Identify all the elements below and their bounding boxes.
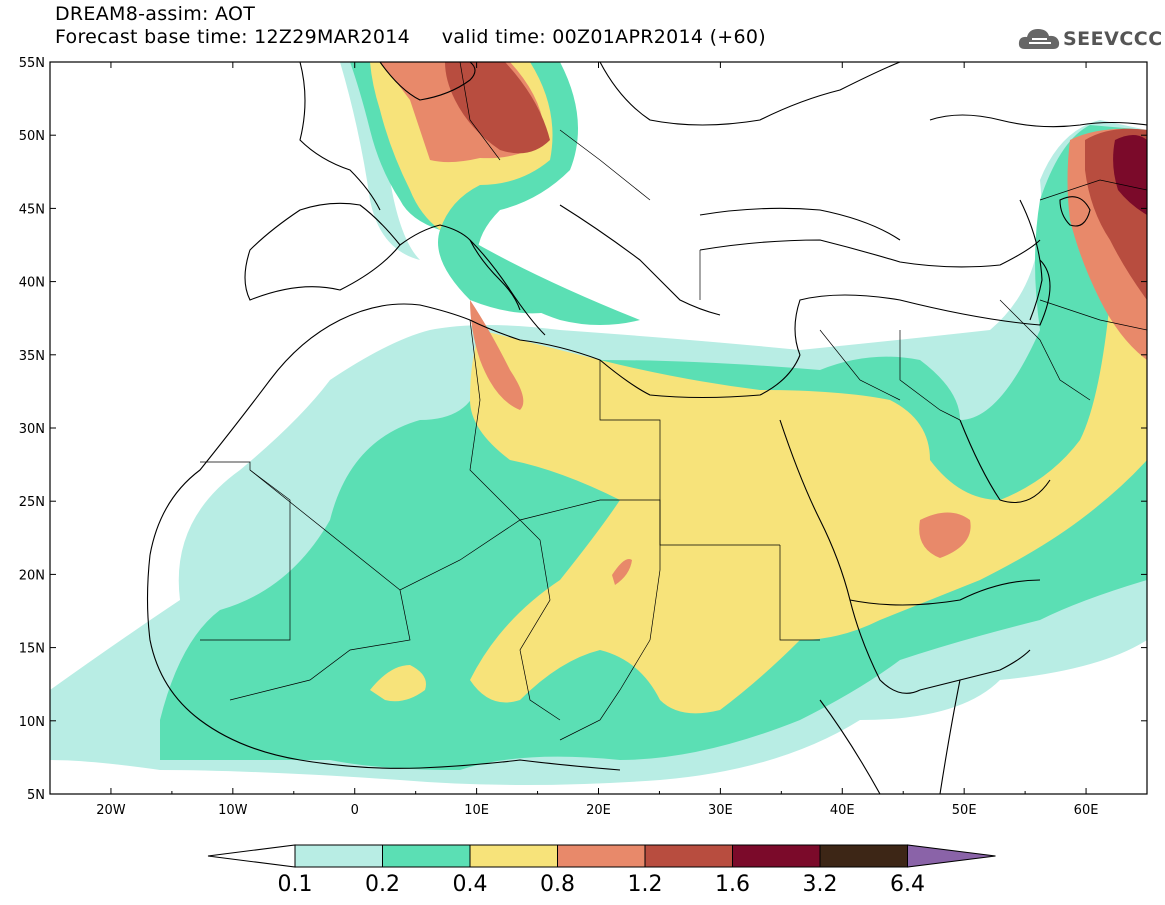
colorbar-label: 0.4 <box>453 872 488 897</box>
cloud-icon <box>1018 29 1060 49</box>
lon-tick-label: 0 <box>351 803 359 818</box>
lat-tick-label: 40N <box>19 276 45 291</box>
longitude-axis: 20W 10W 0 10E 20E 30E 40E 50E 60E <box>49 62 1148 818</box>
colorbar-swatch <box>294 844 383 868</box>
colorbar-swatch <box>732 844 821 868</box>
aot-shading <box>50 62 1147 785</box>
colorbar-label: 1.2 <box>628 872 663 897</box>
lat-tick-label: 10N <box>19 715 45 730</box>
lon-tick-label: 20E <box>586 803 611 818</box>
lat-tick-label: 55N <box>19 56 45 71</box>
lon-tick-label: 10W <box>218 803 248 818</box>
colorbar-left-arrow <box>207 844 296 868</box>
forecast-times: Forecast base time: 12Z29MAR2014 valid t… <box>55 27 766 47</box>
lon-tick-label: 20W <box>96 803 126 818</box>
lat-tick-label: 5N <box>27 788 45 803</box>
colorbar-swatch <box>644 844 733 868</box>
colorbar-right-arrow <box>907 844 996 868</box>
map-title: DREAM8-assim: AOT <box>55 3 256 25</box>
base-time: Forecast base time: 12Z29MAR2014 <box>55 26 411 48</box>
seevccc-logo: SEEVCCC <box>1015 22 1162 58</box>
country-borders <box>200 62 1147 741</box>
colorbar-swatch <box>382 844 471 868</box>
colorbar-label: 0.2 <box>365 872 400 897</box>
lon-tick-label: 30E <box>708 803 733 818</box>
map-plot-area <box>49 61 1148 795</box>
lat-tick-label: 25N <box>19 495 45 510</box>
valid-time: valid time: 00Z01APR2014 (+60) <box>441 26 767 48</box>
lat-tick-label: 20N <box>19 568 45 583</box>
lon-tick-label: 50E <box>952 803 977 818</box>
lat-tick-label: 35N <box>19 349 45 364</box>
colorbar-label: 1.6 <box>715 872 750 897</box>
colorbar-label: 3.2 <box>803 872 838 897</box>
lon-tick-label: 60E <box>1074 803 1099 818</box>
colorbar-swatch <box>557 844 646 868</box>
colorbar-swatch <box>469 844 558 868</box>
lon-tick-label: 40E <box>830 803 855 818</box>
lat-tick-label: 30N <box>19 422 45 437</box>
coastlines <box>146 62 1147 794</box>
lat-tick-label: 50N <box>19 129 45 144</box>
logo-label: SEEVCCC <box>1063 28 1163 50</box>
lat-tick-label: 15N <box>19 642 45 657</box>
lat-tick-label: 45N <box>19 202 45 217</box>
aot-colorbar: 0.1 0.2 0.4 0.8 1.2 1.6 3.2 6.4 <box>207 844 996 897</box>
colorbar-label: 6.4 <box>890 872 925 897</box>
colorbar-label: 0.1 <box>278 872 313 897</box>
latitude-axis: 55N 50N 45N 40N 35N 30N 25N 20N 15N 10N 5N <box>19 56 1147 803</box>
colorbar-swatch <box>819 844 908 868</box>
colorbar-label: 0.8 <box>540 872 575 897</box>
lon-tick-label: 10E <box>464 803 489 818</box>
